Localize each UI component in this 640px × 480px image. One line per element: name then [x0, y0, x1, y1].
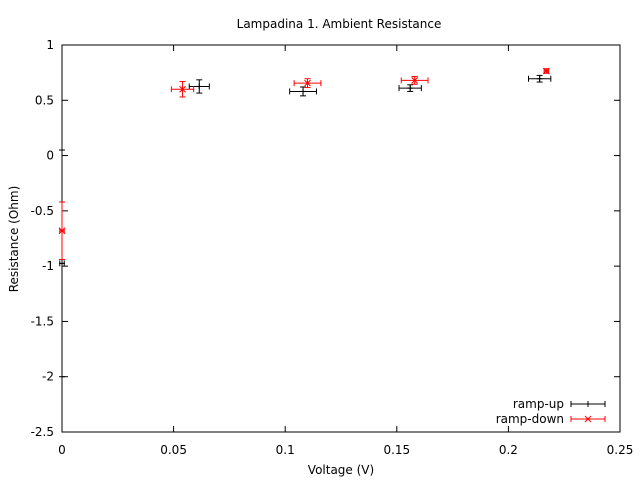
data-point: [188, 79, 210, 94]
marker-cross-b: [179, 85, 186, 93]
y-tick-label: 0: [46, 149, 54, 163]
x-tick-label: 0.25: [607, 443, 634, 457]
y-tick-label: -1: [42, 259, 54, 273]
x-tick-label: 0.15: [383, 443, 410, 457]
axis-ticks: 0 0.05 0.1 0.15 0.2 0.25 1 0.5 0 -0.5 -1 -1.5 -2 -2.5: [31, 38, 634, 457]
marker-cross-b: [584, 415, 592, 423]
data-point: [542, 67, 550, 75]
data-point: [398, 84, 422, 92]
y-tick-label: -2.5: [31, 425, 54, 439]
y-tick-label: 1: [46, 38, 54, 52]
data-point: [293, 78, 322, 89]
x-tick-label: 0: [58, 443, 66, 457]
legend-entry: ramp-down: [496, 412, 606, 426]
y-tick-label: -0.5: [31, 204, 54, 218]
data-point: [58, 201, 66, 261]
x-tick-label: 0.1: [276, 443, 295, 457]
x-axis-label: Voltage (V): [308, 463, 374, 477]
y-tick-label: -1.5: [31, 314, 54, 328]
data-marks: [58, 67, 552, 378]
data-point: [527, 74, 552, 83]
marker-cross-b: [411, 77, 419, 84]
marker-cross-b: [304, 79, 311, 87]
series-ramp-up: [59, 74, 552, 378]
series-ramp-down: [58, 67, 550, 261]
y-tick-label: -2: [42, 370, 54, 384]
y-axis-label: Resistance (Ohm): [7, 186, 21, 293]
data-point: [59, 149, 65, 378]
legend-label: ramp-down: [496, 412, 564, 426]
x-tick-label: 0.05: [160, 443, 187, 457]
legend-label: ramp-up: [513, 397, 564, 411]
y-tick-label: 0.5: [35, 93, 54, 107]
chart-title: Lampadina 1. Ambient Resistance: [237, 17, 442, 31]
marker-cross-b: [58, 227, 66, 235]
plot-frame: [61, 44, 621, 433]
legend-entry: ramp-up: [513, 397, 606, 411]
data-point: [400, 76, 429, 85]
x-tick-label: 0.2: [499, 443, 518, 457]
marker-cross-b: [542, 67, 550, 75]
data-point: [170, 80, 195, 98]
data-point: [289, 86, 317, 97]
